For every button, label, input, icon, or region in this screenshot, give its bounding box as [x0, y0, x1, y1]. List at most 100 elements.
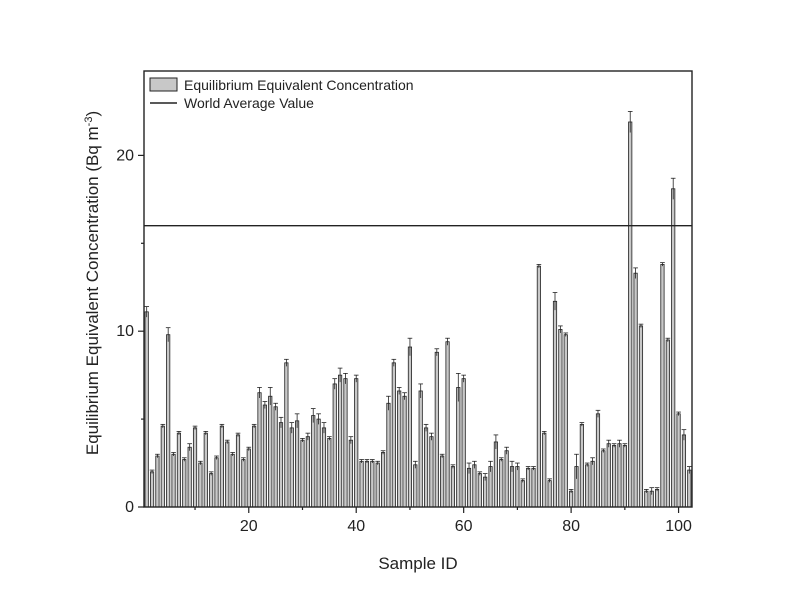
bar: [536, 265, 541, 508]
error-bars-group: [144, 111, 692, 495]
bar: [606, 443, 611, 508]
bar: [644, 490, 649, 508]
bar: [386, 402, 391, 508]
plot-frame: [143, 70, 693, 508]
bar: [671, 188, 676, 508]
x-tick-label: 40: [347, 518, 365, 535]
bar: [423, 427, 429, 508]
y-axis-title-close: ): [83, 111, 102, 117]
bar: [348, 439, 353, 508]
bar: [354, 378, 359, 508]
bar: [665, 339, 670, 508]
bar: [579, 423, 584, 508]
bar: [601, 450, 606, 508]
y-axis-title-superscript: -3: [83, 117, 95, 127]
bar: [268, 395, 273, 508]
bar: [171, 453, 176, 508]
bar: [187, 446, 192, 508]
bar: [278, 422, 284, 508]
bar: [176, 432, 181, 508]
bar: [499, 459, 504, 508]
bar: [466, 467, 472, 508]
bar: [612, 445, 617, 508]
bar: [440, 455, 445, 508]
bar: [295, 420, 300, 508]
x-axis-title: Sample ID: [378, 554, 457, 573]
bar: [638, 325, 644, 508]
bar: [364, 460, 370, 508]
bar: [429, 436, 434, 508]
bar: [483, 476, 488, 508]
bar: [262, 404, 267, 508]
y-tick-label: 0: [125, 499, 134, 516]
bar: [397, 390, 402, 508]
bar: [343, 378, 348, 508]
bar: [520, 480, 525, 508]
y-axis-title-main: Equilibrium Equivalent Concentration (Bq…: [83, 126, 102, 455]
bar: [407, 346, 413, 508]
bar: [305, 436, 310, 508]
bar: [214, 457, 219, 508]
y-axis-title: Equilibrium Equivalent Concentration (Bq…: [83, 111, 102, 455]
x-tick-label: 80: [562, 518, 580, 535]
bar: [477, 473, 482, 508]
bar: [542, 432, 547, 508]
bar: [655, 489, 660, 508]
bar: [552, 300, 558, 508]
y-tick-label: 20: [116, 147, 134, 164]
bar: [311, 415, 316, 508]
bar: [472, 464, 477, 508]
bar: [381, 452, 386, 508]
bar: [155, 455, 160, 508]
bar: [252, 425, 257, 508]
bar: [235, 434, 241, 508]
bar: [450, 466, 455, 508]
bar: [160, 425, 165, 508]
x-tick-label: 100: [665, 518, 692, 535]
bar: [445, 341, 450, 508]
bar: [300, 439, 305, 508]
legend-bar-label: Equilibrium Equivalent Concentration: [184, 77, 414, 93]
bar: [526, 467, 531, 508]
x-axis-ticks: 20 40 60 80 100: [194, 507, 692, 535]
bar: [687, 469, 692, 508]
bar: [230, 453, 235, 508]
bar: [531, 467, 536, 508]
bar: [198, 462, 203, 508]
bar: [504, 450, 509, 508]
bar: [456, 387, 461, 508]
bar: [203, 432, 208, 508]
bar: [660, 263, 665, 508]
x-tick-label: 20: [240, 518, 258, 535]
bar: [149, 471, 155, 508]
bar: [144, 311, 149, 508]
bar: [338, 374, 343, 508]
bar: [225, 441, 230, 508]
bar: [284, 362, 289, 508]
bar: [622, 445, 627, 508]
bar: [595, 413, 601, 508]
bar: [488, 466, 493, 508]
bar: [332, 383, 337, 508]
bar: [192, 427, 198, 508]
bar: [547, 480, 552, 508]
y-tick-label: 10: [116, 323, 134, 340]
bar: [375, 462, 380, 508]
bar: [617, 443, 622, 508]
bar: [434, 351, 439, 508]
bar: [515, 466, 520, 508]
bar: [209, 473, 214, 508]
bar: [316, 418, 321, 508]
bar: [370, 460, 375, 508]
legend: Equilibrium Equivalent Concentration Wor…: [149, 77, 414, 111]
bar: [493, 441, 498, 508]
x-tick-label: 60: [455, 518, 473, 535]
bar: [681, 434, 687, 508]
bar: [257, 392, 262, 508]
bar: [628, 121, 633, 508]
bar: [676, 413, 681, 508]
bar: [166, 334, 171, 508]
bar: [563, 334, 568, 508]
y-axis-ticks: 0 10 20: [116, 147, 144, 516]
